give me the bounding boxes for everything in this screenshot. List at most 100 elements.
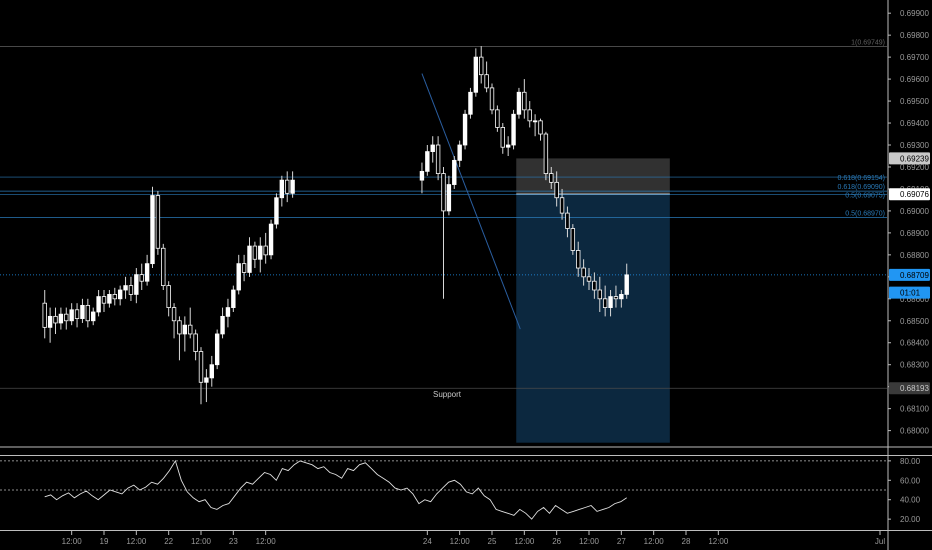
fib-level-label: 0.618(0.69154) [838,175,885,182]
price-axis-label: 0.68300 [900,361,929,370]
candle-bullish [225,307,231,317]
time-axis-label: 12:00 [62,537,83,546]
rsi-axis-label: 40.00 [900,496,921,505]
price-axis-label: 0.68900 [900,229,929,238]
candle-bullish [182,324,188,335]
time-axis-label: 25 [488,537,497,546]
candle-bearish [42,302,47,328]
candle-bullish [236,263,241,291]
candle-bearish [64,313,69,322]
price-tag [889,286,930,299]
candle-bullish [150,195,155,265]
candle-bearish [597,289,602,300]
price-tag-label: 0.69239 [900,154,929,163]
candle-bullish [608,296,613,308]
candle-bearish [581,267,586,278]
price-tag [889,152,930,165]
time-axis-label: Jul [875,537,885,546]
candle-bearish [285,179,290,194]
candles-layer [42,46,629,405]
candle-bullish [425,151,430,172]
candle-bearish [263,245,268,256]
candle-bearish [85,304,91,322]
trendline [421,73,521,330]
rsi-layer [0,459,887,520]
time-axis-label: 24 [423,537,432,546]
candle-bullish [134,274,139,295]
time-axis-label: 19 [100,537,109,546]
candle-bearish [522,91,527,111]
candle-bearish [500,127,505,148]
time-axis-label: 27 [617,537,626,546]
fib-level-label: 0.5(0.68970) [845,211,885,218]
candle-bearish [171,307,177,322]
price-axis-label: 0.69600 [900,75,929,84]
candle-bullish [268,223,274,256]
candle-bearish [166,285,171,308]
rsi-axis-label: 80.00 [900,457,921,466]
zones-layer [516,158,670,443]
candle-bullish [419,170,425,181]
price-tag-label: 01:01 [900,289,921,298]
candle-bullish [117,289,123,300]
candle-bearish [74,309,80,319]
time-axis-label: 12:00 [191,537,212,546]
candle-bullish [290,179,295,194]
stop-loss-zone [516,158,670,195]
candle-bullish [209,364,214,379]
candle-bullish [457,144,462,161]
rsi-line [44,459,627,520]
candle-bullish [532,120,538,123]
candle-bullish [446,184,452,212]
candle-bearish [252,245,258,260]
candle-bearish [538,120,543,135]
candle-bearish [570,228,576,251]
candle-bullish [468,91,473,115]
candle-bullish [204,377,209,383]
price-tag-label: 0.68709 [900,271,929,280]
candle-bullish [511,113,516,146]
candle-bullish [91,311,96,322]
price-axis-label: 0.69000 [900,207,929,216]
candle-bearish [155,195,161,249]
candle-bearish [128,285,134,295]
candle-bearish [139,274,144,282]
candle-bearish [484,74,489,89]
candle-bullish [144,263,150,282]
time-axis-label: 28 [682,537,691,546]
candle-bullish [279,179,285,199]
candle-bearish [549,173,554,183]
candle-bullish [462,113,468,146]
candle-bullish [107,294,112,304]
candle-bearish [112,294,117,300]
price-axis-label: 0.68100 [900,405,929,414]
candle-bearish [241,263,247,273]
fib-level-label: 1(0.69749) [851,39,885,46]
candle-bearish [586,276,592,282]
price-tag-label: 0.68193 [900,384,929,393]
candle-bullish [505,144,511,148]
time-axis-label: 12:00 [450,537,471,546]
candle-bearish [489,87,495,111]
candle-bullish [430,144,435,152]
price-tag [889,382,930,395]
candle-bearish [592,280,597,291]
price-tag-label: 0.69076 [900,190,929,199]
candle-bearish [602,298,608,308]
time-axis-label: 22 [164,537,173,546]
take-profit-zone [516,194,670,443]
time-axis-label: 12:00 [579,537,600,546]
time-axis-label: 23 [229,537,238,546]
candle-bullish [214,333,220,366]
candle-bearish [495,109,500,128]
candle-bullish [516,91,522,115]
candle-bearish [441,173,446,212]
candle-bearish [435,144,441,174]
time-axis-label: 12:00 [256,537,277,546]
price-axis-label: 0.69900 [900,9,929,18]
candle-bearish [565,212,570,229]
candle-bearish [559,197,565,214]
